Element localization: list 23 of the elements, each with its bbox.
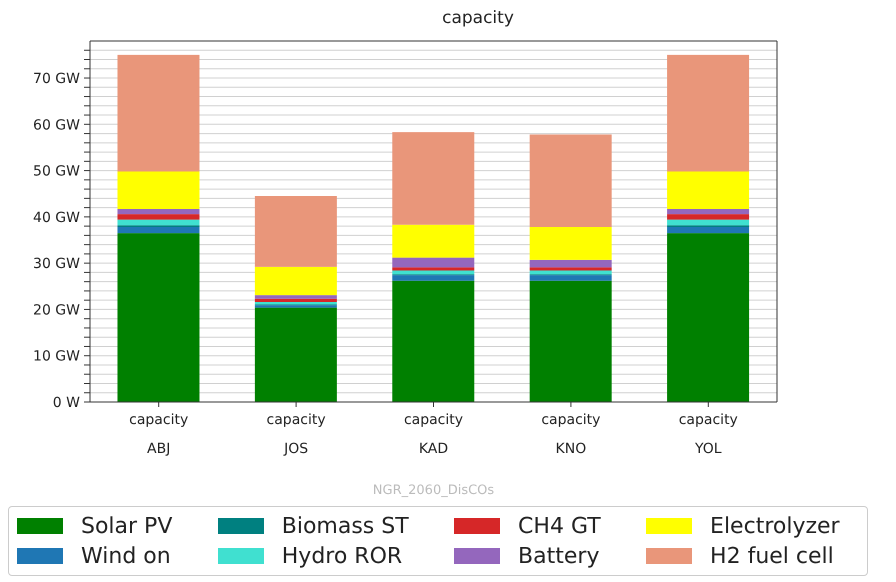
y-tick-label: 20 GW [33, 302, 80, 318]
y-tick-label: 70 GW [33, 71, 80, 88]
y-tick-label: 40 GW [33, 210, 80, 226]
y-tick-label: 0 W [52, 395, 80, 411]
legend-label: CH4 GT [517, 512, 602, 540]
legend-label: Wind on [80, 542, 172, 570]
x-tick-label: capacity YOL [678, 412, 738, 457]
y-tick-label: 50 GW [33, 164, 80, 180]
y-tick-label: 30 GW [33, 256, 80, 272]
x-axis-title: NGR_2060_DisCOs [372, 483, 494, 498]
legend-label: H2 fuel cell [709, 542, 835, 570]
x-tick-label: capacity JOS [266, 412, 326, 457]
y-tick-label: 60 GW [33, 117, 80, 134]
y-tick-label: 10 GW [33, 348, 80, 365]
legend-label: Biomass ST [280, 512, 410, 540]
legend-label: Electrolyzer [709, 512, 841, 540]
legend-label: Battery [517, 542, 600, 570]
legend-label: Hydro ROR [280, 542, 404, 570]
legend-label: Solar PV [80, 512, 174, 540]
chart-title: capacity [441, 8, 515, 30]
x-tick-label: capacity ABJ [129, 412, 188, 457]
x-tick-label: capacity KNO [541, 412, 600, 457]
x-tick-label: capacity KAD [404, 412, 464, 457]
